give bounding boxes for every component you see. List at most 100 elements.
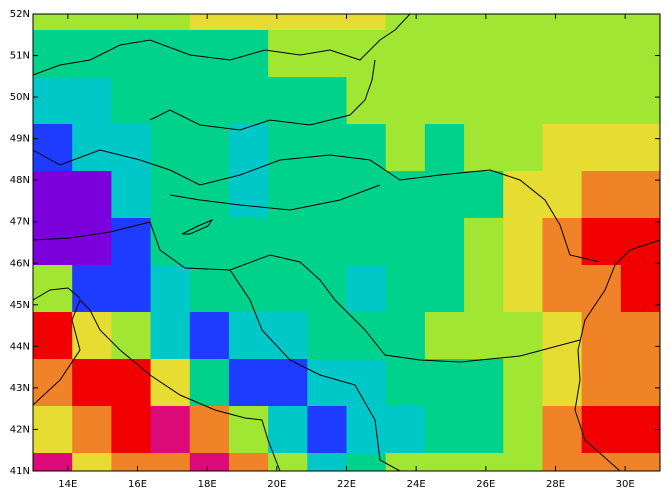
grid-cell <box>228 171 269 219</box>
grid-cell <box>620 406 661 454</box>
grid-cell <box>150 359 191 407</box>
grid-cell <box>464 30 504 78</box>
grid-cell <box>111 218 152 266</box>
grid-cell <box>228 14 269 31</box>
grid-cell <box>72 171 112 219</box>
grid-cell <box>189 77 230 125</box>
grid-cell <box>385 265 426 313</box>
grid-cell <box>33 265 73 313</box>
grid-cell <box>503 265 543 313</box>
grid-cell <box>189 265 230 313</box>
grid-cell <box>581 406 622 454</box>
grid-cell <box>346 14 387 31</box>
grid-cell <box>189 406 230 454</box>
grid-cell <box>346 124 387 172</box>
grid-cell <box>33 218 73 266</box>
border <box>32 221 581 363</box>
grid-cell <box>424 359 465 407</box>
grid-cell <box>346 77 387 125</box>
grid-cell <box>385 30 426 78</box>
grid-cell <box>307 171 347 219</box>
grid-cell <box>542 14 583 31</box>
grid-cell <box>268 218 308 266</box>
grid-cell <box>620 124 661 172</box>
grid-cell <box>620 171 661 219</box>
grid-cell <box>228 218 269 266</box>
grid-cell <box>581 30 622 78</box>
grid-cell <box>189 218 230 266</box>
grid-cell <box>268 406 308 454</box>
grid-cell <box>503 14 543 31</box>
grid-cell <box>503 77 543 125</box>
grid-cell <box>424 312 465 360</box>
grid-cell <box>189 30 230 78</box>
x-tick-label: 22E <box>337 479 356 490</box>
grid-cell <box>228 77 269 125</box>
grid-cell <box>503 312 543 360</box>
grid-cell <box>150 14 191 31</box>
grid-cell <box>111 171 152 219</box>
grid-cell <box>620 312 661 360</box>
grid-cell <box>150 265 191 313</box>
grid-cell <box>542 218 583 266</box>
grid-cells <box>33 14 661 472</box>
grid-cell <box>581 77 622 125</box>
grid-cell <box>464 218 504 266</box>
x-tick-label: 20E <box>267 479 286 490</box>
x-tick-label: 24E <box>407 479 426 490</box>
grid-cell <box>581 359 622 407</box>
border <box>229 269 401 472</box>
grid-cell <box>424 77 465 125</box>
grid-cell <box>346 453 387 472</box>
grid-cell <box>385 14 426 31</box>
y-tick-label: 48N <box>10 175 30 186</box>
grid-cell <box>503 124 543 172</box>
x-tick-label: 16E <box>128 479 147 490</box>
grid-cell <box>464 124 504 172</box>
grid-cell <box>385 77 426 125</box>
grid-cell <box>464 453 504 472</box>
grid-cell <box>620 30 661 78</box>
grid-cell <box>111 406 152 454</box>
grid-cell <box>503 30 543 78</box>
grid-cell <box>424 30 465 78</box>
grid-cell <box>189 312 230 360</box>
grid-cell <box>228 359 269 407</box>
axes: 14E 16E 18E 20E 22E 24E 26E 28E 30E 41N 42N 43N 44N 4… <box>10 9 660 490</box>
grid-cell <box>620 265 661 313</box>
grid-cell <box>581 14 622 31</box>
grid-cell <box>72 453 112 472</box>
y-tick-label: 46N <box>10 258 30 269</box>
grid-cell <box>111 77 152 125</box>
grid-cell <box>150 406 191 454</box>
grid-cell <box>150 30 191 78</box>
grid-cell <box>33 171 73 219</box>
y-tick-label: 51N <box>10 51 30 62</box>
grid-cell <box>150 124 191 172</box>
grid-cell <box>150 312 191 360</box>
grid-cell <box>542 265 583 313</box>
x-tick-label: 18E <box>198 479 217 490</box>
grid-cell <box>72 14 112 31</box>
grid-cell <box>581 124 622 172</box>
grid-cell <box>268 265 308 313</box>
grid-cell <box>464 14 504 31</box>
grid-cell <box>189 14 230 31</box>
grid-cell <box>542 406 583 454</box>
grid-cell <box>72 77 112 125</box>
grid-cell <box>268 14 308 31</box>
grid-cell <box>307 218 347 266</box>
grid-cell <box>72 30 112 78</box>
y-tick-label: 49N <box>10 134 30 145</box>
grid-cell <box>228 265 269 313</box>
grid-cell <box>228 406 269 454</box>
grid-cell <box>464 171 504 219</box>
grid-cell <box>581 218 622 266</box>
grid-cell <box>189 359 230 407</box>
grid-cell <box>346 265 387 313</box>
grid-cell <box>307 124 347 172</box>
border <box>169 184 381 211</box>
grid-cell <box>385 453 426 472</box>
grid-cell <box>385 124 426 172</box>
